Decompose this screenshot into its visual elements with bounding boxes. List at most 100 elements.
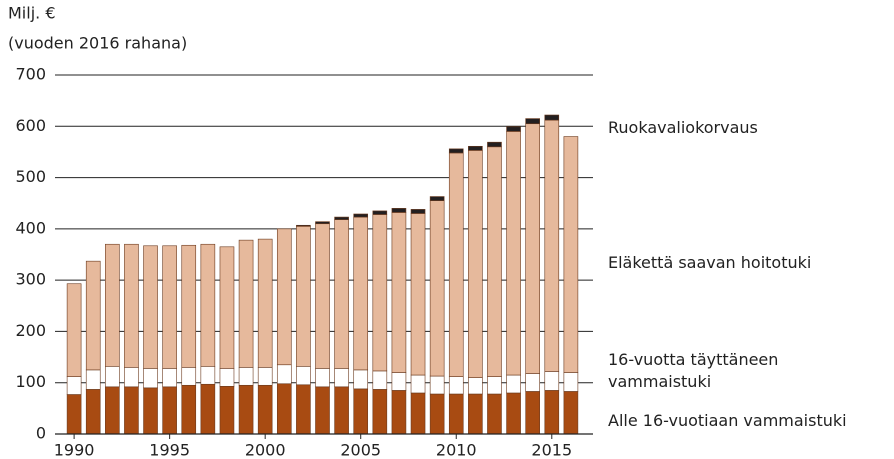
bar-segment	[143, 368, 158, 389]
bar-segment	[257, 384, 273, 435]
bar-segment	[315, 221, 330, 225]
bar-segment	[296, 384, 311, 435]
bar-segment	[219, 386, 235, 435]
bar-segment	[296, 225, 311, 367]
bar-segment	[487, 141, 502, 148]
y-tick-label: 300	[15, 270, 46, 289]
bar-segment	[468, 145, 483, 151]
bar-segment	[200, 366, 216, 385]
series-label: Alle 16-vuotiaan vammaistuki	[608, 411, 847, 430]
y-tick-label: 100	[15, 372, 46, 391]
bar-segment	[410, 209, 426, 214]
bar-segment	[448, 148, 464, 154]
y-axis-label: Milj. €	[8, 4, 56, 23]
bar-segment	[468, 393, 483, 435]
bar-segment	[353, 216, 369, 371]
bar-segment	[85, 389, 101, 435]
x-tick-label: 1990	[54, 441, 95, 459]
bar-segment	[66, 283, 82, 377]
bar-segment	[448, 376, 464, 395]
bar-segment	[544, 390, 560, 435]
bar-segment	[200, 243, 216, 367]
bar-segment	[124, 367, 139, 388]
bar-segment	[372, 214, 388, 372]
bar-segment	[429, 393, 445, 435]
bar-segment	[353, 388, 369, 435]
x-tick-label: 2000	[245, 441, 286, 459]
y-tick-label: 200	[15, 321, 46, 340]
bar-segment	[448, 152, 464, 377]
bar-segment	[429, 200, 445, 377]
bar-segment	[124, 386, 139, 435]
bar-segment	[391, 390, 407, 435]
bar-segment	[391, 208, 407, 213]
bar-segment	[525, 118, 540, 125]
bar-segment	[276, 364, 292, 385]
bar-segment	[410, 392, 426, 435]
bar-segment	[66, 394, 82, 435]
bar-segment	[544, 119, 560, 372]
y-tick-label: 600	[15, 116, 46, 135]
bar-segment	[353, 213, 369, 218]
bar-segment	[143, 387, 158, 435]
bar-segment	[219, 368, 235, 387]
bar-segment	[124, 243, 139, 368]
bar-segment	[296, 366, 311, 386]
bar-segment	[506, 131, 521, 376]
bar-segment	[315, 386, 330, 435]
bar-segment	[372, 389, 388, 435]
bar-segment	[410, 213, 426, 376]
bar-segment	[563, 372, 579, 392]
bar-segment	[181, 384, 197, 435]
bar-segment	[276, 228, 292, 366]
bar-segment	[66, 376, 82, 395]
bar-segment	[181, 244, 197, 368]
series-label: Eläkettä saavan hoitotuki	[608, 253, 812, 272]
y-tick-label: 0	[36, 424, 46, 443]
bar-segment	[105, 386, 120, 435]
bar-segment	[506, 126, 521, 132]
bar-segment	[372, 210, 388, 215]
bar-segment	[162, 368, 177, 388]
bar-segment	[506, 392, 521, 435]
bar-segment	[487, 376, 502, 395]
bar-segment	[105, 366, 120, 388]
bar-segment	[238, 384, 254, 435]
x-tick-label: 2015	[531, 441, 572, 459]
bar-segment	[238, 367, 254, 386]
bar-segment	[525, 373, 540, 392]
bar-segment	[487, 146, 502, 377]
y-axis-label: (vuoden 2016 rahana)	[8, 34, 187, 53]
bar-segment	[391, 212, 407, 373]
bar-segment	[315, 368, 330, 388]
bar-segment	[334, 219, 349, 369]
bar-segment	[200, 383, 216, 435]
bar-segment	[85, 260, 101, 371]
bar-segment	[257, 367, 273, 386]
bar-segment	[353, 369, 369, 390]
bar-segment	[315, 223, 330, 369]
bar-segment	[334, 368, 349, 388]
bar-segment	[563, 136, 579, 373]
bar-segment	[296, 224, 311, 227]
bar-segment	[544, 371, 560, 391]
y-tick-label: 700	[15, 65, 46, 84]
y-tick-label: 500	[15, 167, 46, 186]
bar-segment	[544, 114, 560, 121]
x-tick-label: 1995	[149, 441, 190, 459]
y-tick-label: 400	[15, 218, 46, 237]
series-label: 16-vuotta täyttäneen vammaistuki	[608, 350, 779, 391]
bar-segment	[410, 374, 426, 394]
bar-segment	[238, 239, 254, 368]
bar-segment	[525, 123, 540, 374]
bar-segment	[391, 372, 407, 391]
bar-segment	[448, 393, 464, 435]
bar-segment	[162, 386, 177, 435]
bar-segment	[372, 370, 388, 390]
bar-segment	[181, 367, 197, 386]
x-tick-label: 2005	[340, 441, 381, 459]
bar-segment	[105, 243, 120, 367]
bar-segment	[334, 216, 349, 220]
